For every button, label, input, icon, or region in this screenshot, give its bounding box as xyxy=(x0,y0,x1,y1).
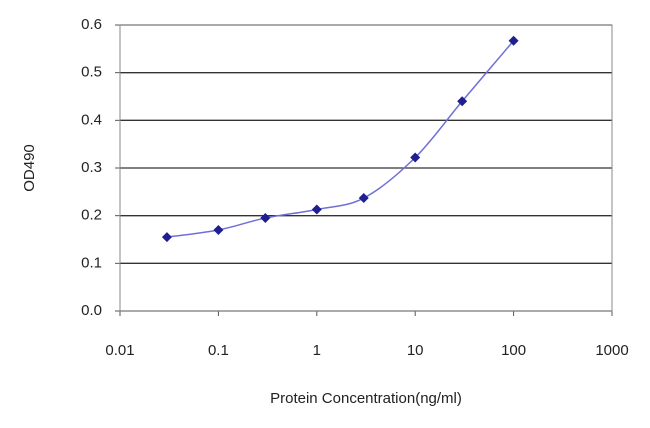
data-point xyxy=(358,193,369,204)
y-tick-label: 0.5 xyxy=(81,64,102,81)
data-point xyxy=(311,204,322,215)
data-point xyxy=(213,224,224,235)
y-tick-label: 0.1 xyxy=(81,254,102,271)
series-line xyxy=(166,40,515,238)
x-tick-label: 0.1 xyxy=(208,342,229,359)
data-point xyxy=(161,232,172,243)
y-tick-label: 0.2 xyxy=(81,207,102,224)
y-tick-label: 0.6 xyxy=(81,16,102,33)
x-tick-label: 1 xyxy=(313,342,321,359)
data-point xyxy=(410,152,421,163)
y-tick-label: 0.0 xyxy=(81,302,102,319)
y-tick-label: 0.4 xyxy=(81,111,102,128)
data-point xyxy=(508,35,519,46)
plot-frame xyxy=(119,24,613,312)
y-axis-label: OD490 xyxy=(21,144,38,192)
x-tick-label: 0.01 xyxy=(105,342,134,359)
x-tick-label: 100 xyxy=(501,342,526,359)
x-tick-label: 1000 xyxy=(595,342,628,359)
data-point xyxy=(260,213,271,224)
data-point xyxy=(457,96,468,107)
x-tick-label: 10 xyxy=(407,342,424,359)
y-tick-label: 0.3 xyxy=(81,159,102,176)
x-axis-label: Protein Concentration(ng/ml) xyxy=(270,390,462,407)
